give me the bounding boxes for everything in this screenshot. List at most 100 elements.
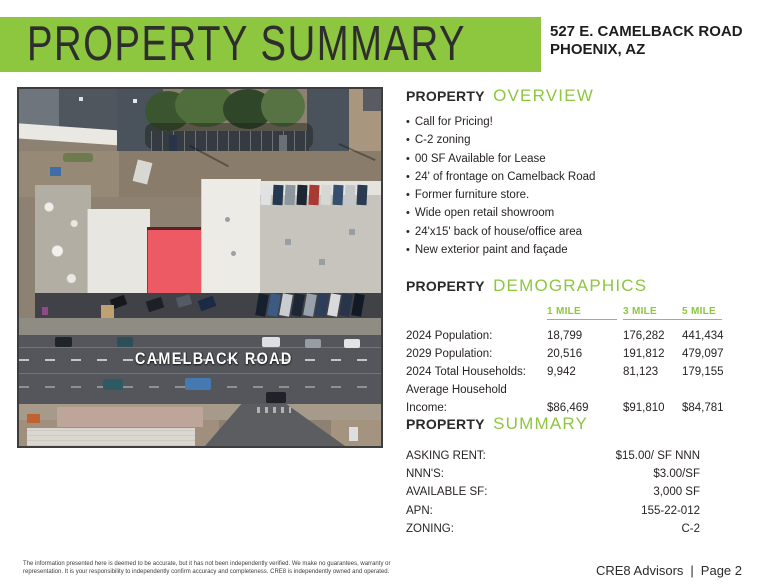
roof-vent — [349, 229, 355, 235]
column-header-1mile: 1 MILE — [547, 301, 623, 320]
cell: 179,155 — [682, 366, 724, 378]
dumpster — [50, 167, 61, 176]
address-line-2: PHOENIX, AZ — [550, 41, 646, 58]
demographics-column-headers: 1 MILE 3 MILE 5 MILE — [406, 301, 722, 320]
car — [320, 184, 332, 206]
magenta-bin — [42, 307, 48, 315]
car — [272, 184, 284, 206]
table-row: 2024 Total Households: 9,942 81,123 179,… — [406, 363, 724, 381]
table-row: AVAILABLE SF: 3,000 SF — [406, 483, 700, 501]
kiosk — [101, 305, 114, 319]
list-item: • Former furniture store. — [406, 186, 712, 204]
bullet-icon: • — [406, 170, 410, 183]
car — [266, 392, 286, 403]
cell: 81,123 — [623, 366, 659, 378]
bullet-icon: • — [406, 244, 410, 257]
cell: 191,812 — [623, 348, 665, 360]
bullet-icon: • — [406, 116, 410, 128]
car — [296, 184, 308, 206]
car — [356, 184, 368, 206]
car — [344, 339, 360, 348]
bullet-icon: • — [406, 189, 410, 202]
bullet-text: C-2 zoning — [414, 134, 471, 147]
cell: 9,942 — [547, 366, 576, 378]
roof-vent — [225, 217, 230, 222]
disclaimer-line-1: The information presented here is deemed… — [23, 561, 391, 567]
parked-cars-north-row — [260, 184, 381, 211]
row-value: $3.00/SF — [653, 468, 700, 481]
overview-heading-word: OVERVIEW — [493, 86, 594, 105]
cell: 176,282 — [623, 330, 665, 342]
cell: 441,434 — [682, 330, 724, 342]
page-number: Page 2 — [700, 563, 742, 578]
bullet-text: 00 SF Available for Lease — [414, 152, 546, 165]
roof-vent — [319, 259, 325, 265]
demographics-table: 2024 Population: 18,799 176,282 441,434 … — [406, 327, 724, 417]
car — [117, 337, 133, 347]
section-demographics: PROPERTY DEMOGRAPHICS 1 MILE 3 MILE 5 MI… — [406, 276, 724, 417]
row-label: NNN'S: — [406, 468, 444, 481]
lane-line-dashed — [19, 359, 381, 361]
table-row: APN: 155-22-012 — [406, 502, 700, 520]
list-item: • C-2 zoning — [406, 131, 712, 149]
car — [305, 339, 321, 348]
car — [262, 337, 280, 347]
orange-truck — [27, 414, 40, 423]
car — [260, 184, 272, 206]
sidewalk-north — [19, 318, 381, 335]
list-item: • 24'x15' back of house/office area — [406, 223, 712, 241]
bottom-roof — [27, 428, 195, 446]
row-label: ASKING RENT: — [406, 450, 486, 462]
car — [284, 184, 296, 206]
trees — [145, 89, 305, 137]
property-address: 527 E. CAMELBACK ROAD PHOENIX, AZ — [550, 23, 743, 59]
overview-heading: PROPERTY OVERVIEW — [406, 86, 712, 106]
car — [332, 184, 344, 206]
roof-vent — [133, 99, 137, 103]
car — [308, 184, 320, 206]
roof-vent — [285, 239, 291, 245]
table-row: ZONING: C-2 — [406, 520, 700, 538]
row-label: ZONING: — [406, 522, 454, 535]
bullet-icon: • — [406, 152, 410, 165]
bullet-text: 24'x15' back of house/office area — [414, 225, 583, 238]
cell: 18,799 — [547, 330, 583, 342]
tree-canopy — [261, 89, 305, 127]
section-overview: PROPERTY OVERVIEW • Call for Pricing! • C-… — [406, 86, 712, 259]
row-value: 3,000 SF — [653, 486, 700, 499]
overview-bullet-list: • Call for Pricing! • C-2 zoning • 00 SF Av… — [406, 113, 712, 259]
road-label: CAMELBACK ROAD — [135, 349, 293, 368]
row-value: C-2 — [681, 522, 700, 535]
car — [349, 427, 358, 441]
bullet-text: New exterior paint and façade — [414, 244, 568, 257]
cell: 20,516 — [547, 348, 583, 360]
overview-heading-prefix: PROPERTY — [406, 88, 485, 104]
page-footer: CRE8 Advisors | Page 2 — [596, 563, 742, 578]
list-item: • New exterior paint and façade — [406, 241, 712, 259]
demographics-heading-prefix: PROPERTY — [406, 278, 485, 294]
column-header-5mile: 5 MILE — [682, 301, 722, 320]
hedge — [63, 153, 93, 162]
retail-strip-roof — [260, 195, 381, 295]
row-label: AVAILABLE SF: — [406, 486, 488, 499]
cell: $86,469 — [547, 402, 589, 414]
table-row: Average Household Income: $86,469 $91,81… — [406, 381, 724, 417]
demographics-heading-word: DEMOGRAPHICS — [493, 276, 648, 295]
table-row: NNN'S: $3.00/SF — [406, 465, 700, 483]
summary-table: ASKING RENT: $15.00/ SF NNN NNN'S: $3.00… — [406, 447, 700, 538]
lane-line — [19, 373, 381, 374]
summary-heading-prefix: PROPERTY — [406, 416, 485, 432]
bullet-text: Former furniture store. — [414, 189, 530, 202]
list-item: • 00 SF Available for Lease — [406, 150, 712, 168]
row-label: 2029 Population: — [406, 348, 493, 360]
footer-separator: | — [690, 563, 694, 578]
bullet-text: 24' of frontage on Camelback Road — [414, 170, 596, 183]
retail-roof-white-1 — [87, 209, 150, 295]
summary-heading: PROPERTY SUMMARY — [406, 414, 712, 434]
list-item: • Call for Pricing! — [406, 113, 712, 131]
apartment-roof-right — [307, 89, 349, 151]
disclaimer-line-2: representation. It is your responsibilit… — [23, 568, 390, 575]
row-value: 155-22-012 — [641, 504, 700, 517]
car — [344, 184, 356, 206]
